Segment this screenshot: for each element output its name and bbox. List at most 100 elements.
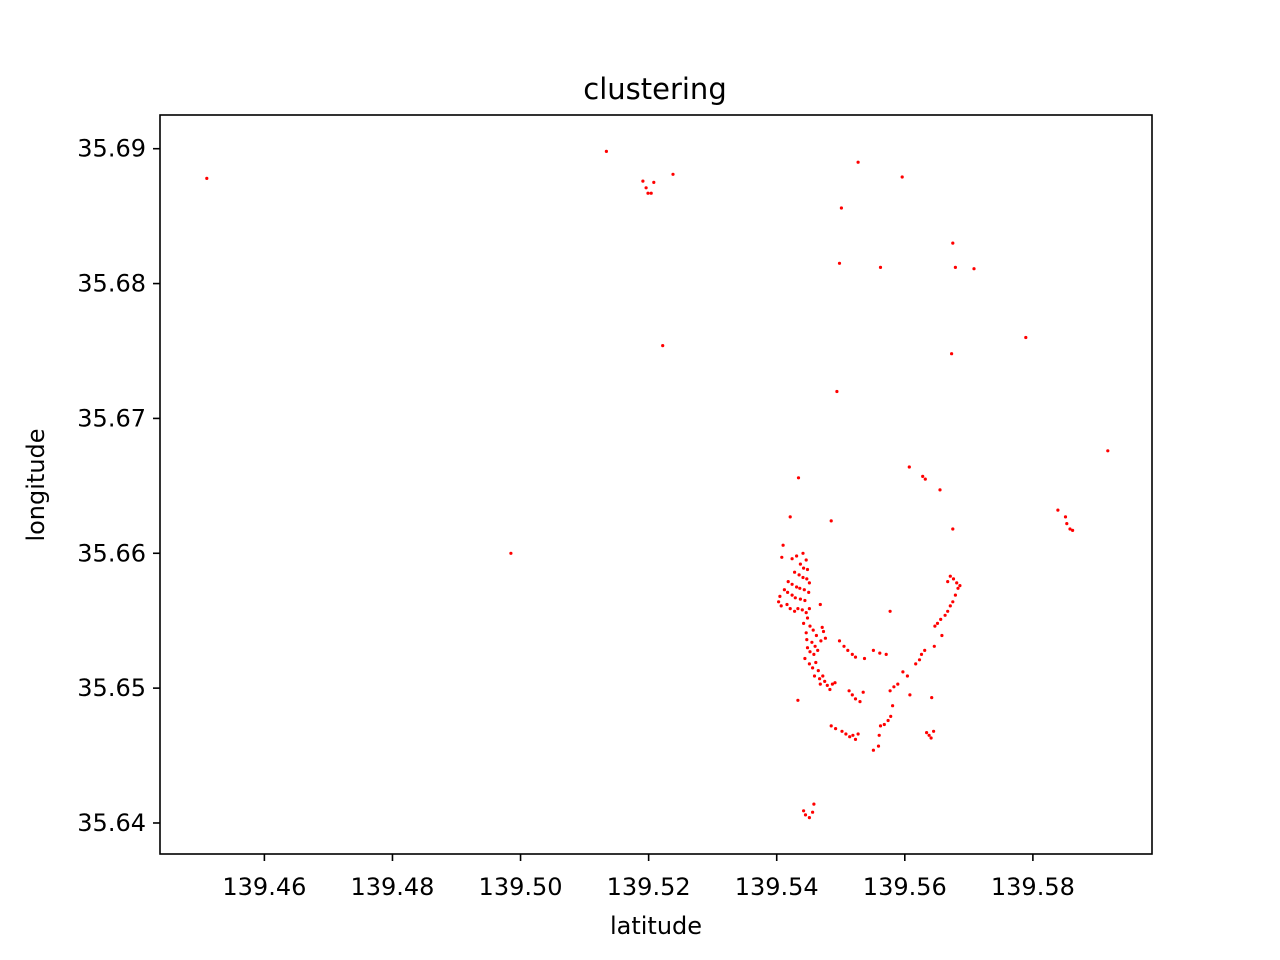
data-point — [796, 476, 801, 480]
x-tick-label: 139.46 — [222, 873, 306, 901]
data-point — [804, 631, 808, 635]
data-point — [853, 697, 858, 701]
data-point — [814, 633, 819, 638]
data-point — [953, 265, 958, 269]
data-point — [833, 681, 837, 685]
data-point — [896, 682, 900, 686]
data-point — [795, 554, 799, 558]
data-point — [671, 172, 675, 176]
data-point — [798, 586, 802, 590]
data-point — [932, 644, 936, 648]
data-point — [798, 562, 803, 566]
data-point — [790, 582, 794, 586]
data-point — [807, 662, 812, 666]
data-point — [1065, 522, 1069, 526]
data-point — [950, 352, 954, 356]
data-point — [914, 662, 918, 666]
data-point — [925, 731, 929, 735]
data-point — [793, 609, 797, 613]
data-point — [661, 344, 665, 348]
data-point — [652, 180, 656, 184]
data-point — [641, 179, 645, 183]
data-point — [821, 629, 826, 634]
data-point — [788, 607, 792, 611]
data-point — [850, 652, 854, 657]
data-point — [819, 639, 823, 643]
x-tick-label: 139.52 — [607, 873, 691, 901]
data-point — [876, 744, 881, 748]
data-point — [796, 607, 800, 611]
data-point — [802, 566, 806, 570]
data-point — [509, 551, 513, 555]
data-point — [1071, 528, 1075, 533]
data-point — [823, 636, 828, 640]
data-point — [823, 679, 827, 684]
chart-title: clustering — [583, 72, 726, 106]
data-point — [932, 729, 936, 733]
data-point — [828, 687, 832, 692]
data-point — [821, 674, 825, 678]
data-point — [878, 651, 882, 655]
y-tick-label: 35.66 — [77, 539, 146, 567]
data-point — [805, 638, 809, 642]
x-tick-label: 139.58 — [991, 873, 1075, 901]
data-point — [810, 640, 814, 644]
data-point — [800, 608, 804, 612]
data-point — [888, 689, 892, 693]
data-point — [804, 558, 808, 562]
data-point — [820, 625, 824, 630]
data-point — [847, 689, 851, 693]
y-axis: 35.64 35.65 35.66 35.67 35.68 35.69 — [77, 135, 160, 837]
data-point — [862, 656, 867, 661]
data-point — [839, 206, 844, 210]
data-point — [908, 693, 912, 697]
data-point — [786, 590, 790, 595]
data-point — [958, 584, 962, 588]
data-point — [808, 624, 812, 628]
data-point — [796, 698, 800, 702]
data-point — [856, 160, 860, 164]
data-point — [850, 693, 854, 697]
data-point — [825, 683, 829, 688]
data-point — [891, 704, 895, 708]
data-point — [889, 714, 893, 719]
data-point — [814, 660, 818, 665]
data-point — [930, 696, 934, 700]
data-point — [649, 191, 653, 195]
data-point — [818, 677, 822, 681]
data-point — [1106, 449, 1110, 453]
data-point — [935, 621, 940, 626]
data-point — [816, 669, 820, 673]
data-point — [853, 655, 858, 659]
data-point — [951, 600, 955, 604]
data-point — [807, 816, 812, 820]
data-point — [844, 732, 848, 736]
data-point — [929, 736, 933, 740]
data-point — [846, 648, 850, 653]
data-point — [807, 590, 811, 595]
data-point — [790, 593, 794, 597]
data-point — [948, 604, 952, 608]
data-point — [955, 581, 959, 585]
data-point — [921, 474, 925, 478]
x-axis: 139.46 139.48 139.50 139.52 139.54 139.56 139.… — [222, 854, 1075, 901]
data-point — [861, 690, 865, 694]
y-tick-label: 35.69 — [77, 135, 146, 163]
data-point — [797, 573, 801, 577]
data-point — [805, 577, 809, 581]
data-point — [646, 191, 650, 195]
data-point — [779, 604, 783, 608]
data-point — [938, 488, 942, 492]
data-point — [803, 656, 807, 661]
data-point — [951, 577, 956, 581]
data-point — [946, 609, 950, 613]
data-point — [782, 588, 787, 592]
data-point — [778, 594, 782, 599]
data-point — [953, 593, 958, 597]
data-point — [816, 648, 820, 653]
data-point — [829, 724, 833, 728]
data-point — [604, 149, 609, 153]
data-point — [837, 639, 842, 643]
data-point — [805, 567, 810, 572]
